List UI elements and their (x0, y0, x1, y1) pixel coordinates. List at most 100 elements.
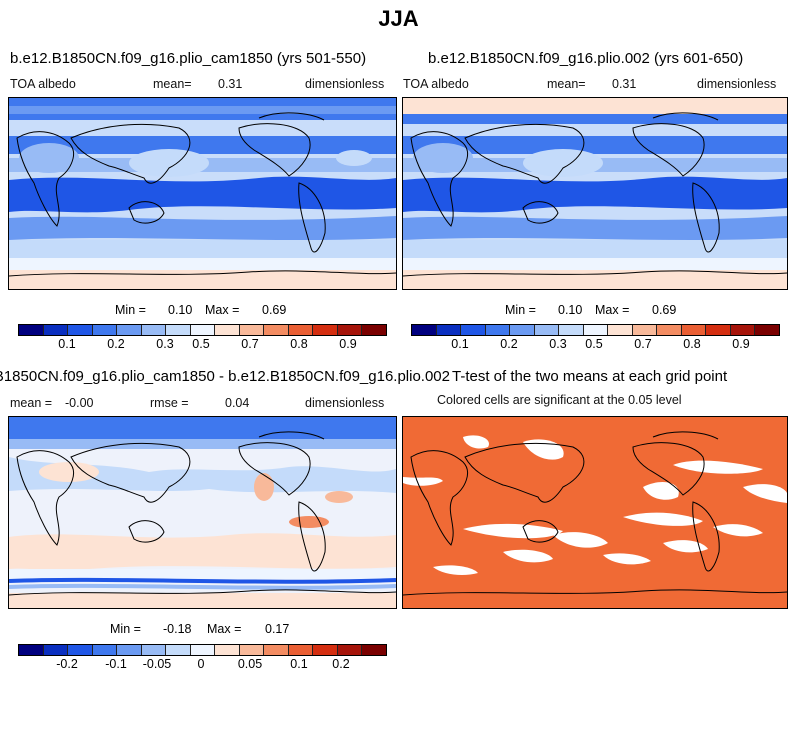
panel2-tick: 0.2 (500, 337, 518, 351)
panel2-max-value: 0.69 (652, 303, 677, 317)
panel3-rmse-value: 0.04 (225, 396, 250, 410)
panel3-min-value: -0.18 (163, 622, 192, 636)
panel3-colorbar-segment (43, 645, 69, 655)
panel3-max-value: 0.17 (265, 622, 290, 636)
panel2-colorbar-segment (681, 325, 707, 335)
panel2-mean-label: mean= (547, 77, 586, 91)
panel2-max-label: Max = (595, 303, 630, 317)
panel2-tick: 0.8 (683, 337, 701, 351)
panel2-min-label: Min = (505, 303, 536, 317)
panel2-colorbar-segment (534, 325, 560, 335)
panel2-tick: 0.1 (451, 337, 469, 351)
panel3-colorbar-segment (68, 645, 93, 655)
panel3-title-clip: b.e12.B1850CN.f09_g16.plio_cam1850 - b.e… (0, 368, 450, 388)
panel2-tick: 0.3 (549, 337, 567, 351)
panel1-colorbar-segment (337, 325, 363, 335)
panel3-mean-label: mean = (10, 396, 53, 410)
panel1-colorbar-segment (313, 325, 338, 335)
panel2-colorbar-segment (730, 325, 756, 335)
panel2-albedo-map (402, 97, 788, 290)
panel2-colorbar-segment (755, 325, 779, 335)
panel1-colorbar-segment (117, 325, 142, 335)
figure-title: JJA (378, 6, 419, 31)
panel2-colorbar-segment (461, 325, 486, 335)
panel3-title: b.e12.B1850CN.f09_g16.plio_cam1850 - b.e… (0, 368, 450, 385)
panel2-units: dimensionless (697, 77, 777, 91)
panel3-colorbar-segment (362, 645, 386, 655)
panel1-tick: 0.9 (339, 337, 357, 351)
panel3-colorbar-segment (166, 645, 191, 655)
panel2-colorbar-segment (436, 325, 462, 335)
panel3-difference-map (8, 416, 397, 609)
panel2-mean-value: 0.31 (612, 77, 637, 91)
panel1-tick: 0.2 (107, 337, 125, 351)
panel3-colorbar-segment (239, 645, 265, 655)
panel3-map-graphic (9, 417, 396, 608)
panel3-mean-value: -0.00 (65, 396, 94, 410)
panel1-colorbar-segment (92, 325, 118, 335)
panel1-mean-value: 0.31 (218, 77, 243, 91)
panel3-colorbar-segment (337, 645, 363, 655)
panel2-title: b.e12.B1850CN.f09_g16.plio.002 (yrs 601-… (428, 50, 744, 67)
panel2-colorbar-segment (706, 325, 731, 335)
panel3-colorbar-segment (313, 645, 338, 655)
panel2-colorbar-segment (608, 325, 633, 335)
panel3-colorbar-segment (215, 645, 240, 655)
panel1-colorbar-segment (141, 325, 167, 335)
panel3-tick: -0.05 (142, 657, 172, 671)
panel2-colorbar-segment (559, 325, 584, 335)
panel2-map-graphic (403, 98, 787, 289)
panel4-ttest-map (402, 416, 788, 609)
panel3-colorbar-segment (190, 645, 216, 655)
panel2-tick: 0.5 (585, 337, 603, 351)
panel1-min-value: 0.10 (168, 303, 193, 317)
panel3-colorbar (18, 644, 387, 656)
panel1-min-label: Min = (115, 303, 146, 317)
panel2-colorbar-segment (657, 325, 682, 335)
panel1-max-label: Max = (205, 303, 240, 317)
panel3-colorbar-segment (288, 645, 314, 655)
panel1-colorbar-segment (190, 325, 216, 335)
panel1-albedo-map (8, 97, 397, 290)
panel1-variable-label: TOA albedo (10, 77, 76, 91)
panel1-title: b.e12.B1850CN.f09_g16.plio_cam1850 (yrs … (10, 50, 367, 67)
panel2-colorbar-segment (412, 325, 437, 335)
panel3-tick: 0.1 (290, 657, 308, 671)
panel3-units: dimensionless (305, 396, 385, 410)
panel1-colorbar-segment (239, 325, 265, 335)
panel1-tick: 0.5 (192, 337, 210, 351)
panel2-colorbar-segment (583, 325, 609, 335)
panel1-colorbar-segment (264, 325, 289, 335)
panel1-colorbar (18, 324, 387, 336)
panel1-tick: 0.3 (156, 337, 174, 351)
panel2-tick: 0.7 (634, 337, 652, 351)
panel1-max-value: 0.69 (262, 303, 287, 317)
panel3-tick: -0.1 (105, 657, 127, 671)
panel1-colorbar-segment (43, 325, 69, 335)
panel1-mean-label: mean= (153, 77, 192, 91)
panel3-tick: 0.2 (332, 657, 350, 671)
panel3-min-label: Min = (110, 622, 141, 636)
panel3-colorbar-segment (92, 645, 118, 655)
panel3-tick: 0 (197, 657, 205, 671)
panel4-map-graphic (403, 417, 787, 608)
panel1-colorbar-segment (166, 325, 191, 335)
panel3-tick: -0.2 (56, 657, 78, 671)
panel2-min-value: 0.10 (558, 303, 583, 317)
panel2-colorbar-segment (485, 325, 511, 335)
panel2-tick: 0.9 (732, 337, 750, 351)
panel1-colorbar-segment (215, 325, 240, 335)
panel3-colorbar-segment (141, 645, 167, 655)
panel1-map-graphic (9, 98, 396, 289)
panel3-max-label: Max = (207, 622, 242, 636)
panel3-colorbar-segment (19, 645, 44, 655)
panel1-colorbar-segment (68, 325, 93, 335)
panel2-variable-label: TOA albedo (403, 77, 469, 91)
panel4-subtitle: Colored cells are significant at the 0.0… (437, 393, 682, 407)
panel2-colorbar (411, 324, 780, 336)
panel4-title: T-test of the two means at each grid poi… (452, 368, 728, 385)
panel1-colorbar-segment (288, 325, 314, 335)
panel3-colorbar-segment (264, 645, 289, 655)
panel1-tick: 0.8 (290, 337, 308, 351)
panel1-colorbar-segment (362, 325, 386, 335)
